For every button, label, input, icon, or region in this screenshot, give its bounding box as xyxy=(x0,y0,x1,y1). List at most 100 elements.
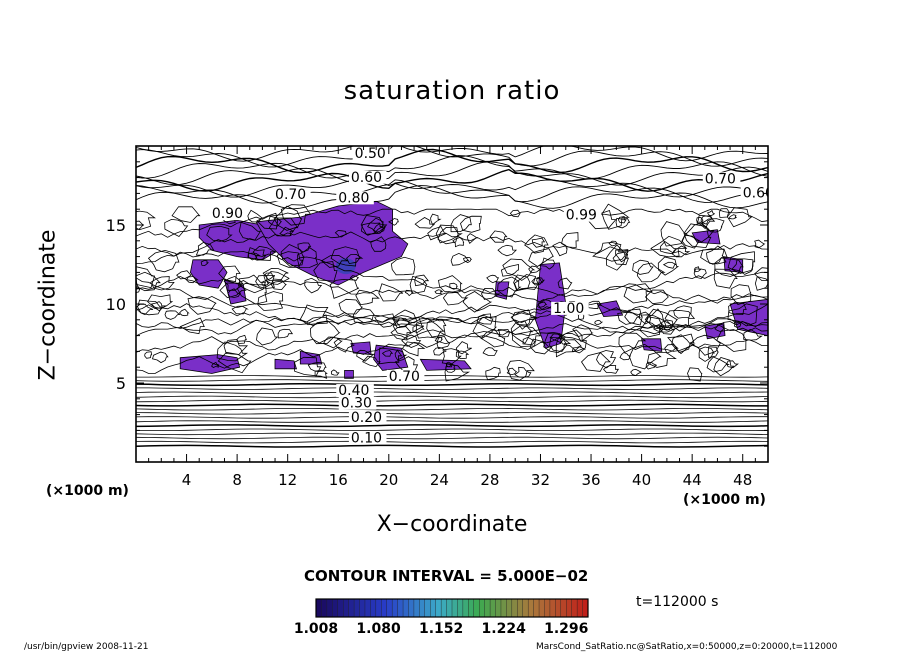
supersaturated-region-9 xyxy=(373,344,409,371)
mid-contour-loop xyxy=(500,264,519,277)
mid-contour-loop xyxy=(430,213,442,226)
mid-contour-line xyxy=(136,271,768,300)
mid-contour-loop xyxy=(482,347,498,356)
mid-contour-loop xyxy=(267,215,283,227)
colorbar-segment xyxy=(348,598,355,618)
colorbar-segment xyxy=(321,598,328,618)
mid-contour-loop xyxy=(524,234,549,254)
colorbar-segment xyxy=(386,598,393,618)
mid-contour-loop xyxy=(444,363,471,382)
mid-contour-loop xyxy=(580,352,612,372)
mid-contour-loop xyxy=(511,325,542,348)
mid-contour-loop xyxy=(280,244,305,267)
mid-contour-loop xyxy=(506,359,535,381)
mid-contour-loop xyxy=(513,274,531,292)
mid-contour-loop xyxy=(200,259,210,267)
mid-contour-loop xyxy=(552,241,568,257)
mid-contour-loop xyxy=(728,301,747,316)
mid-contour-loop xyxy=(452,237,465,248)
contour-label: 0.70 xyxy=(705,171,736,187)
mid-contour-line xyxy=(136,245,768,303)
mid-contour-loop xyxy=(331,369,340,376)
mid-contour-loop xyxy=(427,226,447,241)
colorbar-segment xyxy=(413,598,420,618)
colorbar-segment xyxy=(326,598,333,618)
mid-contour-loop xyxy=(176,270,192,280)
colorbar-segment xyxy=(484,598,491,618)
mid-contour-loop xyxy=(586,209,617,230)
colorbar-segment xyxy=(397,598,404,618)
colorbar-segment xyxy=(495,598,502,618)
contour-label-bg xyxy=(386,369,425,383)
mid-contour-loop xyxy=(716,329,748,352)
colorbar-tick-label: 1.152 xyxy=(418,621,464,637)
contour-field: 0.50 0.60 0.70 0.80 0.90 0.99 0.70 0.60 1.00 0.70… xyxy=(136,146,768,448)
mid-contour-loop xyxy=(307,361,327,373)
colorbar-segment xyxy=(424,598,431,618)
mid-contour-line xyxy=(136,277,768,324)
mid-contour-loop xyxy=(374,313,398,328)
x-unit-left: (×1000 m) xyxy=(46,483,129,499)
mid-contour-loop xyxy=(455,350,470,360)
mid-contour-loop xyxy=(728,214,737,220)
mid-contour-loop xyxy=(390,256,416,276)
mid-contour-loop xyxy=(713,268,738,289)
mid-contour-loop xyxy=(394,356,419,374)
mid-contour-loop xyxy=(486,274,500,284)
mid-contour-loop xyxy=(238,221,262,241)
mid-contour-loop xyxy=(696,216,704,223)
mid-contour-loop xyxy=(603,364,620,374)
contour-label: 1.00 xyxy=(553,301,584,317)
mid-contour-loop xyxy=(522,336,537,345)
colorbar-segment xyxy=(359,598,366,618)
mid-contour-loop xyxy=(502,258,536,281)
mid-contour-loop xyxy=(557,277,573,290)
x-tick-label: 28 xyxy=(480,471,499,489)
contour-label-bg xyxy=(273,188,311,202)
lower-contour-line xyxy=(136,403,768,407)
x-tick-label: 32 xyxy=(531,471,550,489)
mid-contour-loop xyxy=(346,253,364,265)
x-tick-label: 36 xyxy=(581,471,600,489)
contour-label: 0.50 xyxy=(355,146,386,162)
mid-contour-loop xyxy=(164,310,181,320)
x-tick-label: 20 xyxy=(379,471,398,489)
mid-contour-loop xyxy=(150,301,167,312)
mid-contour-loop xyxy=(537,301,548,308)
x-tick-label: 48 xyxy=(733,471,752,489)
contour-label-bg xyxy=(702,172,741,186)
lower-contour-line xyxy=(136,399,768,403)
mid-contour-loop xyxy=(219,282,247,299)
mid-contour-loop xyxy=(558,329,587,352)
time-label: t=112000 s xyxy=(636,594,719,610)
y-tick-label: 5 xyxy=(116,374,126,393)
colorbar-segment xyxy=(337,598,344,618)
supersaturated-region-10 xyxy=(419,358,472,371)
mid-contour-loop xyxy=(206,225,233,242)
mid-contour-loop xyxy=(187,296,217,315)
lower-contour-line xyxy=(136,428,768,432)
mid-contour-loop xyxy=(252,245,276,261)
colorbar-segment xyxy=(571,598,578,618)
lower-contour-line xyxy=(136,412,768,415)
mid-contour-loop xyxy=(617,216,627,224)
contour-label-bg xyxy=(740,186,768,200)
mid-contour-loop xyxy=(236,282,268,305)
y-tick-label: 15 xyxy=(106,216,126,235)
colorbar-segment xyxy=(517,598,524,618)
mid-contour-loop xyxy=(630,368,642,376)
contour-label: 0.99 xyxy=(566,208,597,224)
mid-contour-line xyxy=(136,318,768,353)
mid-contour-loop xyxy=(489,230,508,243)
colorbar-tick-label: 1.224 xyxy=(481,621,526,637)
mid-contour-loop xyxy=(510,309,536,326)
mid-contour-loop xyxy=(646,352,677,368)
colorbar-segment xyxy=(462,598,469,618)
mid-contour-loop xyxy=(179,317,205,335)
mid-contour-loop xyxy=(510,320,534,344)
mid-contour-loop xyxy=(333,338,355,353)
mid-contour-loop xyxy=(671,245,691,258)
colorbar-segment xyxy=(370,598,377,618)
mid-contour-loop xyxy=(543,333,572,354)
